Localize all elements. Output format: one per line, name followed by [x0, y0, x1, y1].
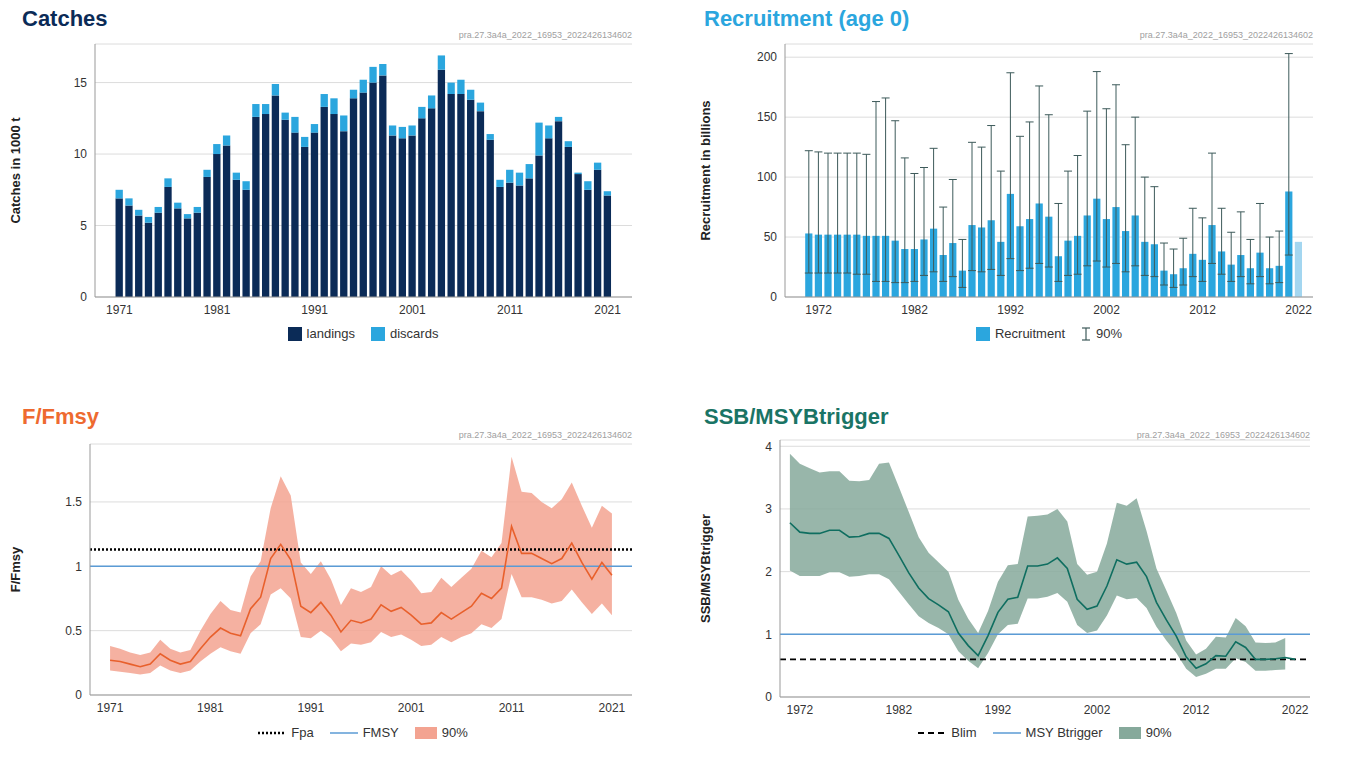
- html-text:pra.27.3a4a_2022_16953_2022426: pra.27.3a4a_2022_16953_2022426134602: [1136, 430, 1310, 440]
- svg-text:10: 10: [74, 147, 88, 161]
- svg-text:1972: 1972: [786, 703, 813, 717]
- svg-text:15: 15: [74, 76, 88, 90]
- svg-text:150: 150: [757, 110, 777, 124]
- svg-text:0.5: 0.5: [65, 624, 82, 638]
- svg-text:5: 5: [80, 219, 87, 233]
- svg-text:2001: 2001: [399, 303, 426, 317]
- svg-text:1971: 1971: [106, 303, 133, 317]
- svg-text:2: 2: [765, 565, 772, 579]
- svg-text:1992: 1992: [997, 303, 1024, 317]
- html-text:90%: 90%: [1145, 725, 1172, 740]
- html-text:MSY Btrigger: MSY Btrigger: [1025, 725, 1103, 740]
- svg-text:100: 100: [757, 170, 777, 184]
- html-text:pra.27.3a4a_2022_16953_2022426: pra.27.3a4a_2022_16953_2022426134602: [1139, 30, 1313, 40]
- html-text:Catches: Catches: [22, 6, 108, 31]
- svg-text:1972: 1972: [805, 303, 832, 317]
- svg-text:1.5: 1.5: [65, 495, 82, 509]
- svg-text:1982: 1982: [901, 303, 928, 317]
- svg-text:2001: 2001: [398, 701, 425, 715]
- svg-text:1991: 1991: [297, 701, 324, 715]
- svg-text:Recruitment in billions: Recruitment in billions: [698, 100, 713, 240]
- svg-text:2021: 2021: [599, 701, 626, 715]
- svg-text:1992: 1992: [985, 703, 1012, 717]
- svg-text:1991: 1991: [301, 303, 328, 317]
- html-text:Recruitment (age 0): Recruitment (age 0): [704, 6, 910, 31]
- svg-text:2021: 2021: [594, 303, 621, 317]
- html-text:FMSY: FMSY: [362, 725, 399, 740]
- html-text:F/Fmsy: F/Fmsy: [22, 404, 99, 429]
- html-text:90%: 90%: [1096, 326, 1122, 341]
- html-text:Blim: Blim: [951, 725, 977, 740]
- html-text:pra.27.3a4a_2022_16953_2022426: pra.27.3a4a_2022_16953_2022426134602: [458, 30, 632, 40]
- svg-text:200: 200: [757, 50, 777, 64]
- svg-text:0: 0: [80, 290, 87, 304]
- svg-text:0: 0: [75, 688, 82, 702]
- svg-text:2011: 2011: [499, 701, 525, 715]
- html-text:Fpa: Fpa: [291, 725, 314, 740]
- html-text:discards: discards: [390, 326, 439, 341]
- svg-text:1: 1: [765, 628, 772, 642]
- svg-text:4: 4: [765, 440, 772, 454]
- svg-text:1981: 1981: [204, 303, 231, 317]
- svg-text:2012: 2012: [1183, 703, 1210, 717]
- svg-text:SSB/MSYBtrigger: SSB/MSYBtrigger: [698, 514, 713, 623]
- svg-text:1981: 1981: [197, 701, 224, 715]
- svg-text:Catches in 1000 t: Catches in 1000 t: [8, 117, 23, 224]
- svg-text:2022: 2022: [1282, 703, 1309, 717]
- svg-text:1: 1: [75, 560, 82, 574]
- svg-text:1982: 1982: [886, 703, 913, 717]
- svg-text:2011: 2011: [497, 303, 523, 317]
- svg-text:1971: 1971: [97, 701, 124, 715]
- svg-text:2002: 2002: [1093, 303, 1120, 317]
- svg-text:0: 0: [770, 290, 777, 304]
- html-text:90%: 90%: [441, 725, 468, 740]
- svg-text:2012: 2012: [1189, 303, 1216, 317]
- svg-text:2002: 2002: [1084, 703, 1111, 717]
- svg-text:2022: 2022: [1285, 303, 1312, 317]
- html-text:SSB/MSYBtrigger: SSB/MSYBtrigger: [704, 404, 889, 429]
- html-text:landings: landings: [306, 326, 355, 341]
- html-text:pra.27.3a4a_2022_16953_2022426: pra.27.3a4a_2022_16953_2022426134602: [458, 430, 632, 440]
- svg-text:F/Fmsy: F/Fmsy: [8, 546, 23, 592]
- svg-text:50: 50: [764, 230, 778, 244]
- svg-text:0: 0: [765, 690, 772, 704]
- html-text:Recruitment: Recruitment: [994, 326, 1065, 341]
- svg-text:3: 3: [765, 502, 772, 516]
